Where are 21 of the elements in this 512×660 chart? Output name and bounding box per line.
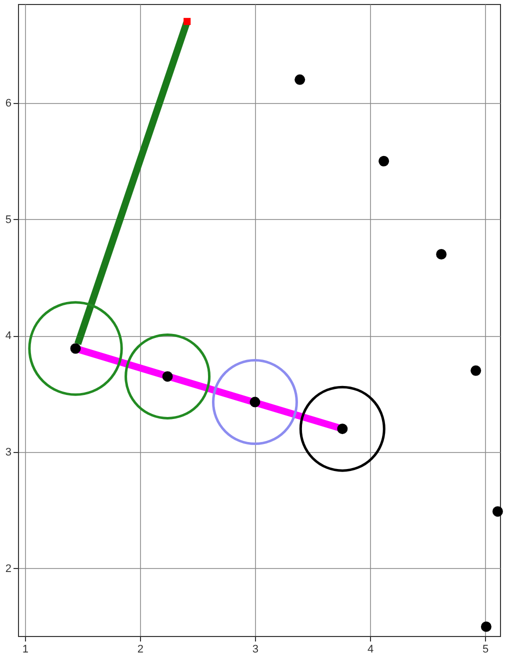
point [470, 365, 482, 376]
x-tick-label: 1 [22, 644, 28, 656]
point [184, 18, 191, 25]
y-tick-label: 6 [5, 97, 12, 110]
y-tick-label: 5 [5, 214, 12, 226]
point [378, 156, 390, 166]
x-tick-label: 3 [252, 644, 259, 656]
point [480, 621, 492, 632]
point [162, 371, 173, 382]
point [70, 343, 81, 354]
point [436, 249, 447, 260]
y-tick-label: 2 [5, 562, 12, 575]
point [492, 506, 503, 517]
x-tick-label: 4 [367, 644, 374, 656]
point [250, 396, 260, 408]
y-tick-label: 4 [5, 330, 12, 342]
x-tick-label: 5 [482, 644, 489, 656]
y-tick-label: 3 [5, 446, 12, 459]
point [294, 74, 306, 85]
point [337, 424, 348, 434]
x-tick-label: 2 [137, 644, 144, 656]
